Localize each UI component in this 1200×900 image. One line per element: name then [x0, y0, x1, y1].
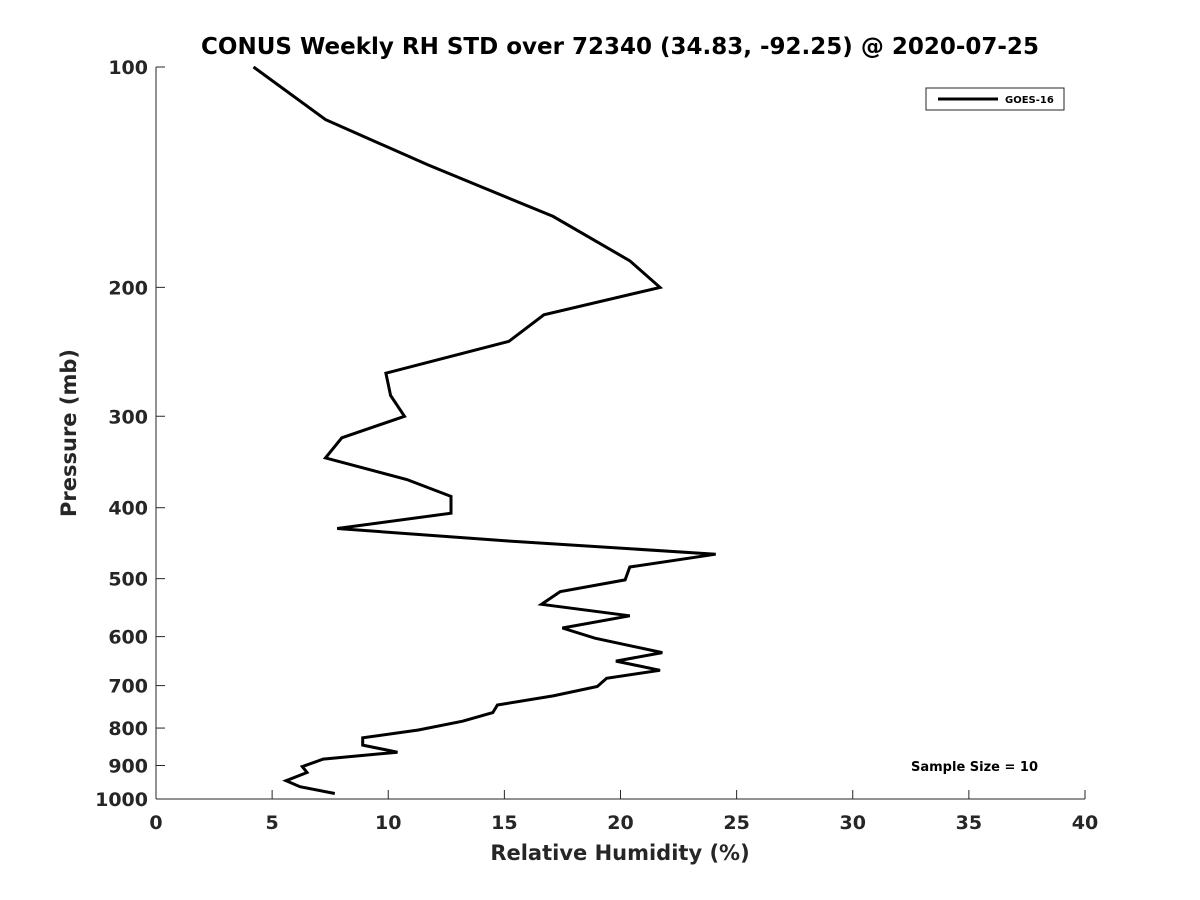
x-tick-label: 20	[607, 812, 633, 834]
plot-axes	[155, 67, 1085, 800]
legend-label-goes-16: GOES-16	[1005, 95, 1054, 106]
chart-title: CONUS Weekly RH STD over 72340 (34.83, -…	[201, 34, 1039, 60]
x-tick-label: 25	[723, 812, 749, 834]
y-axis-label: Pressure (mb)	[57, 349, 81, 517]
y-tick-label: 100	[108, 57, 148, 79]
y-tick-label: 700	[108, 676, 148, 698]
x-tick-label: 40	[1072, 812, 1098, 834]
x-axis-label: Relative Humidity (%)	[490, 841, 749, 865]
sample-size-annotation: Sample Size = 10	[911, 760, 1038, 775]
x-tick-label: 35	[956, 812, 982, 834]
x-tick-label: 15	[491, 812, 517, 834]
y-tick-label: 200	[108, 277, 148, 299]
y-tick-label: 300	[108, 406, 148, 428]
y-tick-label: 1000	[95, 789, 148, 811]
x-tick-label: 30	[840, 812, 866, 834]
x-tick-label: 0	[149, 812, 162, 834]
legend: GOES-16	[925, 87, 1065, 111]
series-layer	[252, 65, 716, 795]
x-tick-label: 10	[375, 812, 401, 834]
x-tick-label: 5	[266, 812, 279, 834]
y-ticks: 100 200 300 400 500 600 700 800 900 1000	[95, 57, 165, 811]
x-ticks: 0 5 10 15 20 25 30 35 40	[149, 790, 1098, 834]
y-tick-label: 900	[108, 756, 148, 778]
y-tick-label: 600	[108, 627, 148, 649]
series-line-goes-16	[252, 65, 716, 795]
y-tick-label: 800	[108, 718, 148, 740]
y-tick-label: 500	[108, 569, 148, 591]
y-tick-label: 400	[108, 498, 148, 520]
